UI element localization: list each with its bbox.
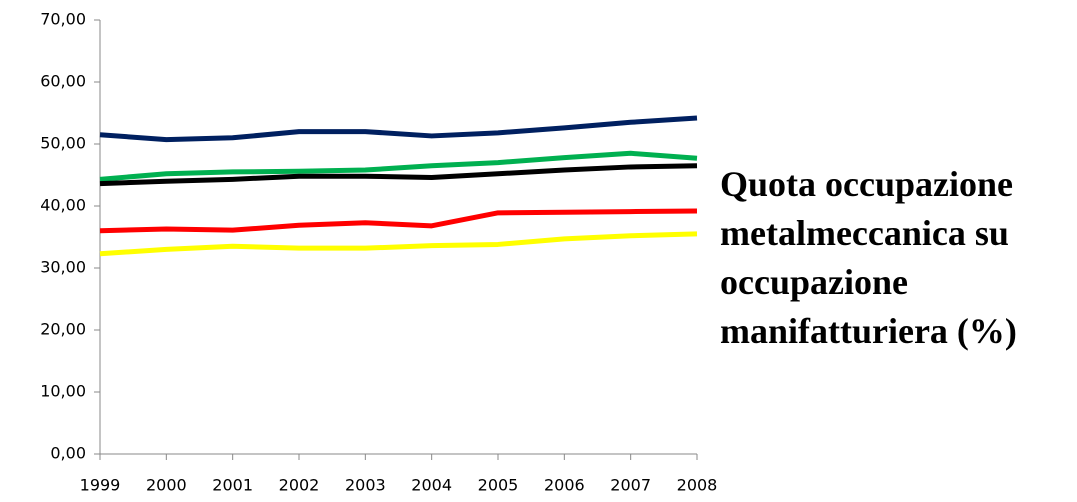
y-tick-label: 50,00 [40,134,86,153]
y-tick-label: 0,00 [50,444,86,463]
series-line [99,231,698,257]
series-line [99,163,698,187]
y-tick-label: 30,00 [40,258,86,277]
y-tick-label: 40,00 [40,196,86,215]
x-tick-label: 2007 [610,476,651,495]
chart-title: Quota occupazione metalmeccanica su occu… [720,164,1017,351]
x-tick-label: 2000 [146,476,187,495]
y-tick-label: 20,00 [40,320,86,339]
x-tick-label: 1999 [80,476,121,495]
series-line [99,208,698,234]
series-line [99,150,698,182]
x-tick-label: 2005 [478,476,519,495]
x-tick-label: 2006 [544,476,585,495]
x-tick-label: 2001 [212,476,253,495]
x-tick-label: 2003 [345,476,386,495]
x-tick-label: 2004 [411,476,452,495]
x-tick-label: 2008 [677,476,718,495]
series-line [99,115,698,143]
y-tick-label: 70,00 [40,10,86,29]
y-tick-label: 10,00 [40,382,86,401]
x-tick-label: 2002 [279,476,320,495]
y-tick-label: 60,00 [40,72,86,91]
